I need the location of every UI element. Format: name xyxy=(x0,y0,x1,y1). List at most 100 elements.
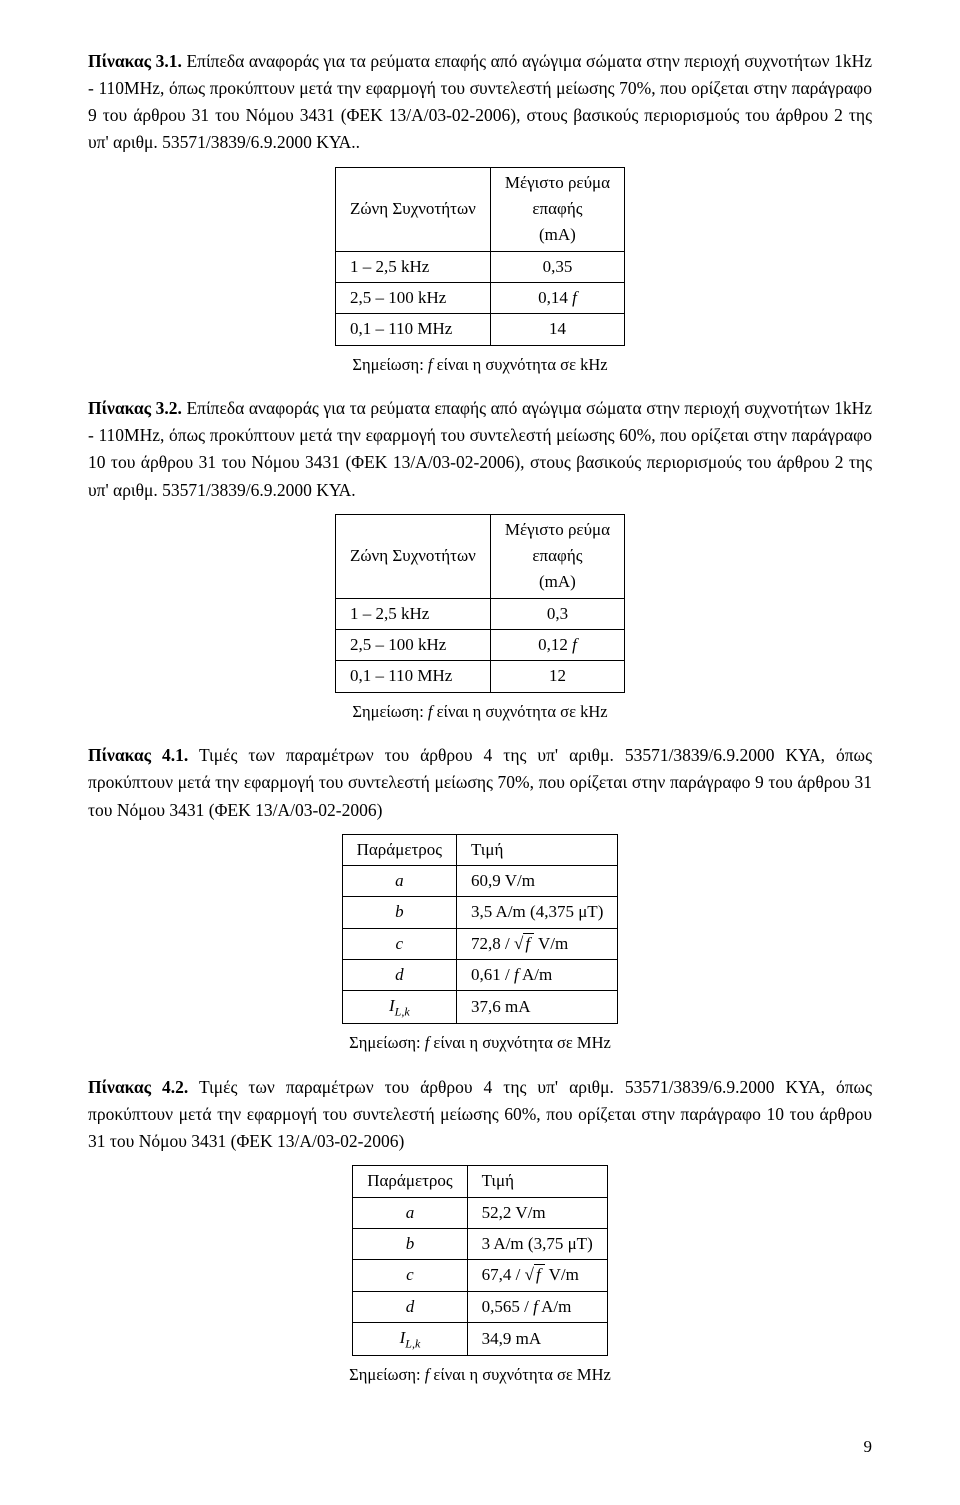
t41-pa: a xyxy=(342,865,456,896)
t32-r1b: 0,3 xyxy=(490,598,624,629)
t32-h1: Ζώνη Συχνοτήτων xyxy=(335,514,490,598)
page: Πίνακας 3.1. Επίπεδα αναφοράς για τα ρεύ… xyxy=(0,0,960,1500)
t42-pa: a xyxy=(353,1197,467,1228)
sqrt-icon: √f xyxy=(525,1262,545,1288)
table-row: 2,5 – 100 kHz 0,12 f xyxy=(335,630,624,661)
table-row: c 72,8 / √f V/m xyxy=(342,928,618,959)
t31-h1: Ζώνη Συχνοτήτων xyxy=(335,167,490,251)
note-4-1: Σημείωση: f είναι η συχνότητα σε MHz xyxy=(88,1030,872,1056)
table-row: IL,k 37,6 mA xyxy=(342,991,618,1024)
t32-r3a: 0,1 – 110 MHz xyxy=(335,661,490,692)
table-4-1-wrap: Παράμετρος Τιμή a 60,9 V/m b 3,5 A/m (4,… xyxy=(88,834,872,1025)
body-4-1: Τιμές των παραμέτρων του άρθρου 4 της υπ… xyxy=(88,745,872,819)
para-3-1: Πίνακας 3.1. Επίπεδα αναφοράς για τα ρεύ… xyxy=(88,48,872,157)
t42-vc-pre: 67,4 / xyxy=(482,1265,525,1284)
para-4-1: Πίνακας 4.1. Τιμές των παραμέτρων του άρ… xyxy=(88,742,872,823)
table-row: d 0,61 / f A/m xyxy=(342,960,618,991)
note-3-1-pre: Σημείωση: xyxy=(352,355,428,374)
t42-pi-sub: L,k xyxy=(405,1336,420,1350)
t41-pc: c xyxy=(342,928,456,959)
t41-vd: 0,61 / f A/m xyxy=(457,960,618,991)
table-row: 2,5 – 100 kHz 0,14 f xyxy=(335,282,624,313)
table-row: 1 – 2,5 kHz 0,3 xyxy=(335,598,624,629)
t42-h2: Τιμή xyxy=(467,1166,607,1197)
sqrt-icon: √f xyxy=(514,931,534,957)
body-3-2: Επίπεδα αναφοράς για τα ρεύματα επαφής α… xyxy=(88,398,872,499)
t41-pb: b xyxy=(342,897,456,928)
table-row: b 3,5 A/m (4,375 μΤ) xyxy=(342,897,618,928)
t32-r1a: 1 – 2,5 kHz xyxy=(335,598,490,629)
table-row: 0,1 – 110 MHz 14 xyxy=(335,314,624,345)
t31-r3a: 0,1 – 110 MHz xyxy=(335,314,490,345)
table-row: IL,k 34,9 mA xyxy=(353,1322,607,1355)
page-number: 9 xyxy=(88,1406,872,1460)
title-4-2: Πίνακας 4.2. xyxy=(88,1077,188,1097)
t42-vc: 67,4 / √f V/m xyxy=(467,1260,607,1291)
table-row: b 3 A/m (3,75 μΤ) xyxy=(353,1228,607,1259)
para-3-2: Πίνακας 3.2. Επίπεδα αναφοράς για τα ρεύ… xyxy=(88,395,872,504)
t41-vd-pre: 0,61 / xyxy=(471,965,514,984)
table-row: c 67,4 / √f V/m xyxy=(353,1260,607,1291)
table-row: d 0,565 / f A/m xyxy=(353,1291,607,1322)
t42-pi: IL,k xyxy=(353,1322,467,1355)
table-row: Ζώνη Συχνοτήτων Μέγιστο ρεύμα επαφής (mA… xyxy=(335,514,624,598)
table-3-2: Ζώνη Συχνοτήτων Μέγιστο ρεύμα επαφής (mA… xyxy=(335,514,625,693)
t41-vc: 72,8 / √f V/m xyxy=(457,928,618,959)
t31-r1b: 0,35 xyxy=(490,251,624,282)
t41-h1: Παράμετρος xyxy=(342,834,456,865)
t41-vc-f: f xyxy=(523,933,534,953)
t42-vc-post: V/m xyxy=(545,1265,579,1284)
note-4-2-post: είναι η συχνότητα σε MHz xyxy=(429,1365,611,1384)
t32-r2b: 0,12 f xyxy=(490,630,624,661)
note-4-1-post: είναι η συχνότητα σε MHz xyxy=(429,1033,611,1052)
table-3-2-wrap: Ζώνη Συχνοτήτων Μέγιστο ρεύμα επαφής (mA… xyxy=(88,514,872,693)
t41-vi: 37,6 mA xyxy=(457,991,618,1024)
t31-r1a: 1 – 2,5 kHz xyxy=(335,251,490,282)
t32-h2a: Μέγιστο ρεύμα xyxy=(505,520,610,539)
t42-vi: 34,9 mA xyxy=(467,1322,607,1355)
t42-vc-f: f xyxy=(534,1264,545,1284)
t42-vb: 3 A/m (3,75 μΤ) xyxy=(467,1228,607,1259)
t41-pi-sub: L,k xyxy=(395,1005,410,1019)
body-3-1: Επίπεδα αναφοράς για τα ρεύματα επαφής α… xyxy=(88,51,872,152)
t41-pd: d xyxy=(342,960,456,991)
t42-pc: c xyxy=(353,1260,467,1291)
t31-r2a: 2,5 – 100 kHz xyxy=(335,282,490,313)
t31-h2: Μέγιστο ρεύμα επαφής (mA) xyxy=(490,167,624,251)
table-3-1: Ζώνη Συχνοτήτων Μέγιστο ρεύμα επαφής (mA… xyxy=(335,167,625,346)
note-3-1-post: είναι η συχνότητα σε kHz xyxy=(433,355,608,374)
t31-h2b: επαφής xyxy=(532,199,582,218)
t32-h2b: επαφής xyxy=(532,546,582,565)
table-3-1-wrap: Ζώνη Συχνοτήτων Μέγιστο ρεύμα επαφής (mA… xyxy=(88,167,872,346)
table-row: 0,1 – 110 MHz 12 xyxy=(335,661,624,692)
note-4-2-pre: Σημείωση: xyxy=(349,1365,425,1384)
note-3-2-post: είναι η συχνότητα σε kHz xyxy=(433,702,608,721)
table-row: Ζώνη Συχνοτήτων Μέγιστο ρεύμα επαφής (mA… xyxy=(335,167,624,251)
t41-vc-pre: 72,8 / xyxy=(471,934,514,953)
t41-va: 60,9 V/m xyxy=(457,865,618,896)
t42-vd-post: A/m xyxy=(538,1297,572,1316)
title-3-1: Πίνακας 3.1. xyxy=(88,51,182,71)
t32-r2b-f: f xyxy=(572,635,577,654)
t41-h2: Τιμή xyxy=(457,834,618,865)
t42-h1: Παράμετρος xyxy=(353,1166,467,1197)
t42-pb: b xyxy=(353,1228,467,1259)
t32-r2a: 2,5 – 100 kHz xyxy=(335,630,490,661)
table-4-2: Παράμετρος Τιμή a 52,2 V/m b 3 A/m (3,75… xyxy=(352,1165,607,1356)
note-4-1-pre: Σημείωση: xyxy=(349,1033,425,1052)
note-4-2: Σημείωση: f είναι η συχνότητα σε MHz xyxy=(88,1362,872,1388)
note-3-1: Σημείωση: f είναι η συχνότητα σε kHz xyxy=(88,352,872,378)
t42-va: 52,2 V/m xyxy=(467,1197,607,1228)
note-3-2: Σημείωση: f είναι η συχνότητα σε kHz xyxy=(88,699,872,725)
table-4-2-wrap: Παράμετρος Τιμή a 52,2 V/m b 3 A/m (3,75… xyxy=(88,1165,872,1356)
t42-vd: 0,565 / f A/m xyxy=(467,1291,607,1322)
body-4-2: Τιμές των παραμέτρων του άρθρου 4 της υπ… xyxy=(88,1077,872,1151)
note-3-2-pre: Σημείωση: xyxy=(352,702,428,721)
t32-h2c: (mA) xyxy=(539,572,576,591)
t32-r3b: 12 xyxy=(490,661,624,692)
table-row: Παράμετρος Τιμή xyxy=(353,1166,607,1197)
t31-r2b: 0,14 f xyxy=(490,282,624,313)
t42-pd: d xyxy=(353,1291,467,1322)
t31-r2b-pre: 0,14 xyxy=(538,288,572,307)
t41-vc-post: V/m xyxy=(534,934,568,953)
